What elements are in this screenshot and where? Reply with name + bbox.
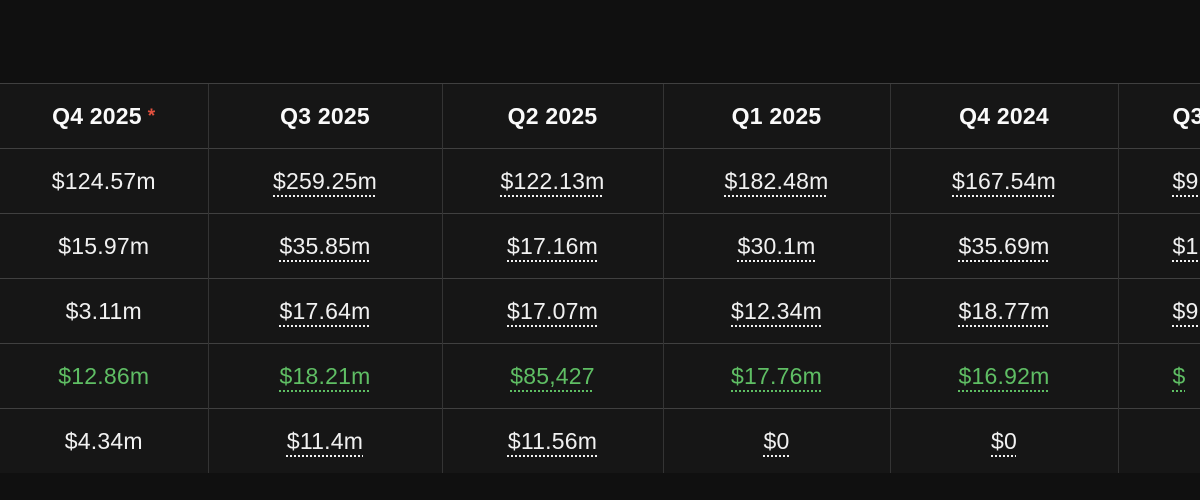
- table-cell-linked[interactable]: $0: [889, 408, 1118, 473]
- table-cell-linked[interactable]: $259.25m: [207, 148, 442, 214]
- column-header-q3-2025: Q3 2025: [207, 83, 442, 149]
- table-cell-empty: [1117, 408, 1200, 473]
- table-cell-linked[interactable]: $18.77m: [889, 278, 1118, 344]
- column-header-q4-2024: Q4 2024: [889, 83, 1118, 149]
- column-header-q3-2024-clipped: Q3: [1117, 83, 1200, 149]
- table-cell-clipped[interactable]: $9: [1117, 278, 1200, 344]
- column-header-label: Q4 2025: [52, 102, 142, 129]
- table-cell-linked[interactable]: $12.34m: [662, 278, 890, 344]
- table-cell: $15.97m: [0, 213, 208, 279]
- financials-table: Q4 2025 * Q3 2025 Q2 2025 Q1 2025 Q4 2024…: [0, 83, 1200, 473]
- table-cell-clipped[interactable]: $: [1117, 343, 1200, 409]
- table-cell-linked[interactable]: $17.07m: [441, 278, 663, 344]
- header-row: Q4 2025 * Q3 2025 Q2 2025 Q1 2025 Q4 2024…: [0, 83, 1200, 149]
- column-header-q2-2025: Q2 2025: [441, 83, 663, 149]
- table-cell: $12.86m: [0, 343, 208, 409]
- table-cell-linked[interactable]: $35.85m: [207, 213, 442, 279]
- table-cell-clipped[interactable]: $1: [1117, 213, 1200, 279]
- table-cell-linked[interactable]: $17.16m: [441, 213, 663, 279]
- table-cell-linked[interactable]: $18.21m: [207, 343, 442, 409]
- table-cell-linked[interactable]: $30.1m: [662, 213, 890, 279]
- estimate-asterisk-icon: *: [147, 105, 156, 127]
- table-cell-linked[interactable]: $167.54m: [889, 148, 1118, 214]
- table-cell-linked[interactable]: $17.76m: [662, 343, 890, 409]
- table-row: $124.57m $259.25m $122.13m $182.48m $167…: [0, 148, 1200, 214]
- table-row: $4.34m $11.4m $11.56m $0 $0: [0, 408, 1200, 473]
- table-cell-linked[interactable]: $85,427: [441, 343, 663, 409]
- table-cell: $4.34m: [0, 408, 208, 473]
- table-cell-linked[interactable]: $17.64m: [207, 278, 442, 344]
- financials-table-viewport: Q4 2025 * Q3 2025 Q2 2025 Q1 2025 Q4 2024…: [0, 83, 1200, 473]
- column-header-q4-2025: Q4 2025 *: [0, 83, 208, 149]
- column-header-q1-2025: Q1 2025: [662, 83, 890, 149]
- table-cell: $124.57m: [0, 148, 208, 214]
- table-cell-clipped[interactable]: $9: [1117, 148, 1200, 214]
- table-cell-linked[interactable]: $0: [662, 408, 890, 473]
- table-cell-linked[interactable]: $11.4m: [207, 408, 442, 473]
- table-row-highlighted-green: $12.86m $18.21m $85,427 $17.76m $16.92m …: [0, 343, 1200, 409]
- table-cell-linked[interactable]: $16.92m: [889, 343, 1118, 409]
- table-cell-linked[interactable]: $182.48m: [662, 148, 890, 214]
- table-cell-linked[interactable]: $11.56m: [441, 408, 663, 473]
- table-row: $15.97m $35.85m $17.16m $30.1m $35.69m $…: [0, 213, 1200, 279]
- table-cell-linked[interactable]: $35.69m: [889, 213, 1118, 279]
- table-cell-linked[interactable]: $122.13m: [441, 148, 663, 214]
- table-cell: $3.11m: [0, 278, 208, 344]
- table-row: $3.11m $17.64m $17.07m $12.34m $18.77m $…: [0, 278, 1200, 344]
